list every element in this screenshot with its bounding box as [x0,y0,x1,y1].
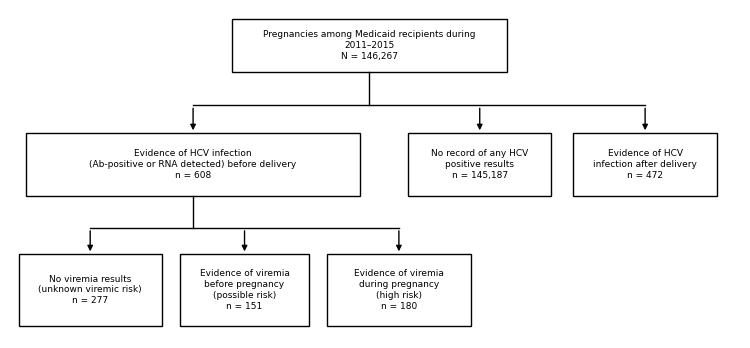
FancyBboxPatch shape [574,133,717,196]
FancyBboxPatch shape [232,19,507,72]
Text: (high risk): (high risk) [376,291,422,300]
Text: Evidence of viremia: Evidence of viremia [200,269,290,278]
Text: Evidence of HCV infection: Evidence of HCV infection [134,149,252,158]
Text: Evidence of viremia: Evidence of viremia [354,269,444,278]
FancyBboxPatch shape [327,254,470,326]
Text: n = 472: n = 472 [627,171,663,180]
Text: (Ab-positive or RNA detected) before delivery: (Ab-positive or RNA detected) before del… [89,160,297,169]
Text: (possible risk): (possible risk) [213,291,276,300]
Text: positive results: positive results [446,160,514,169]
Text: Evidence of HCV: Evidence of HCV [608,149,682,158]
Text: No viremia results: No viremia results [49,275,131,284]
Text: n = 180: n = 180 [381,302,417,311]
FancyBboxPatch shape [26,133,360,196]
Text: 2011–2015: 2011–2015 [344,41,394,50]
Text: N = 146,267: N = 146,267 [341,52,398,61]
FancyBboxPatch shape [408,133,551,196]
FancyBboxPatch shape [19,254,162,326]
Text: n = 145,187: n = 145,187 [452,171,508,180]
Text: n = 608: n = 608 [175,171,211,180]
Text: infection after delivery: infection after delivery [593,160,697,169]
Text: before pregnancy: before pregnancy [205,280,284,289]
Text: n = 151: n = 151 [226,302,262,311]
Text: n = 277: n = 277 [72,296,108,305]
FancyBboxPatch shape [180,254,309,326]
Text: No record of any HCV: No record of any HCV [431,149,528,158]
Text: (unknown viremic risk): (unknown viremic risk) [38,285,142,294]
Text: Pregnancies among Medicaid recipients during: Pregnancies among Medicaid recipients du… [263,30,476,39]
Text: during pregnancy: during pregnancy [358,280,439,289]
